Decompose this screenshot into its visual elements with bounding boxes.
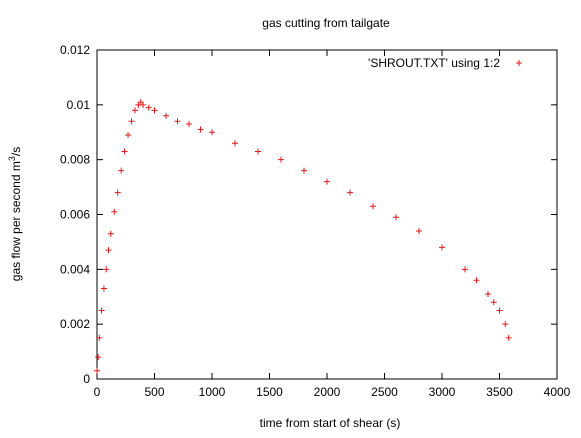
data-point [125, 131, 132, 138]
data-point [163, 112, 169, 119]
data-point [439, 244, 445, 251]
legend: 'SHROUT.TXT' using 1:2 [368, 56, 522, 70]
data-point [111, 208, 118, 215]
data-point [255, 148, 261, 155]
data-point [324, 178, 330, 185]
x-tick-label: 500 [144, 385, 164, 399]
data-point [301, 167, 307, 174]
data-points [94, 99, 512, 374]
data-point [490, 299, 497, 306]
y-tick-label: 0.002 [60, 317, 90, 331]
y-tick-label: 0 [83, 372, 90, 386]
data-point [151, 107, 158, 114]
data-point [232, 140, 238, 147]
data-point [118, 167, 125, 174]
chart-title: gas cutting from tailgate [262, 16, 390, 30]
x-tick-label: 2500 [371, 385, 398, 399]
data-point [128, 118, 135, 125]
y-axis-label-sup: 3 [7, 156, 17, 161]
data-point [370, 203, 376, 210]
legend-marker-plus [516, 60, 522, 66]
data-point [98, 307, 105, 314]
data-point [145, 104, 152, 111]
data-point [197, 126, 204, 133]
data-point [100, 285, 107, 292]
y-tick-label: 0.01 [67, 98, 91, 112]
data-point [95, 354, 102, 361]
tick-labels: 0 500 1000 1500 2000 2500 3000 3500 4000 0 0.002 0.… [60, 43, 571, 399]
plot-frame [96, 49, 558, 380]
data-point [121, 148, 128, 155]
axis-ticks [96, 49, 558, 380]
data-point [174, 118, 181, 125]
data-point [496, 307, 503, 314]
y-tick-label: 0.004 [60, 262, 90, 276]
data-point [209, 129, 215, 136]
data-point [505, 334, 512, 341]
data-point [94, 367, 100, 374]
data-point [107, 230, 114, 237]
data-point [485, 291, 491, 298]
data-point [105, 247, 112, 254]
x-tick-label: 1500 [256, 385, 283, 399]
data-point [186, 121, 192, 128]
data-point [462, 266, 468, 273]
x-tick-label: 3500 [486, 385, 513, 399]
data-point [347, 189, 353, 196]
y-axis-label-main: gas flow per second m [9, 161, 23, 281]
data-point [502, 321, 509, 328]
y-axis-label-tail: /s [9, 147, 23, 156]
x-tick-label: 1000 [199, 385, 226, 399]
legend-marker [516, 60, 522, 66]
data-point [416, 227, 422, 234]
data-point [473, 277, 480, 284]
y-tick-label: 0.006 [60, 208, 90, 222]
x-tick-label: 3000 [429, 385, 456, 399]
data-point [393, 214, 399, 221]
x-axis-label: time from start of shear (s) [260, 416, 401, 430]
y-tick-label: 0.012 [60, 43, 90, 57]
y-tick-label: 0.008 [60, 153, 90, 167]
x-tick-label: 0 [94, 385, 101, 399]
legend-label: 'SHROUT.TXT' using 1:2 [368, 56, 500, 70]
y-axis-label: gas flow per second m3/s [7, 147, 23, 281]
data-point [114, 189, 121, 196]
data-point [140, 101, 146, 108]
data-point [96, 334, 103, 341]
x-tick-label: 4000 [544, 385, 571, 399]
x-tick-label: 2000 [314, 385, 341, 399]
data-point [103, 266, 110, 273]
data-point [278, 156, 284, 163]
data-point [131, 107, 138, 114]
